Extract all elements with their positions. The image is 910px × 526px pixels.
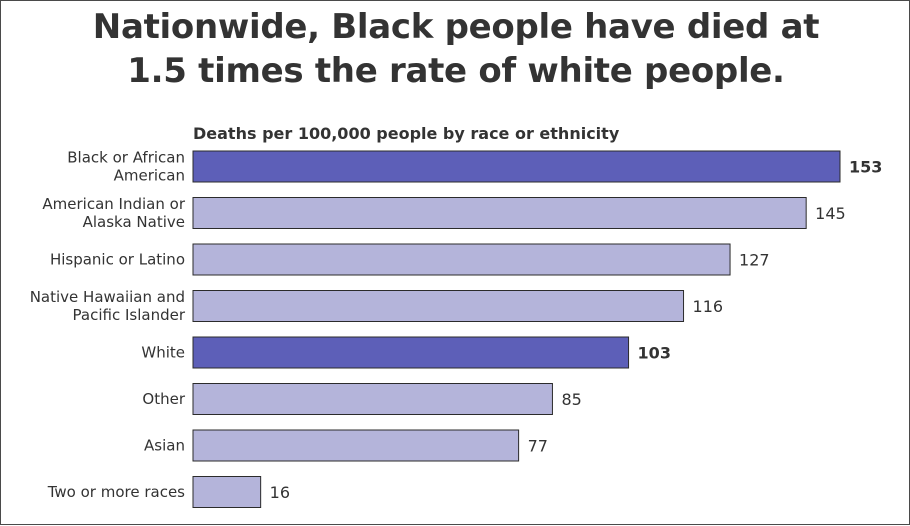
category-label-line: White bbox=[141, 344, 185, 362]
bar-value-label: 127 bbox=[739, 251, 770, 270]
category-label-line: Black or African bbox=[67, 149, 185, 167]
category-label-line: Native Hawaiian and bbox=[30, 288, 185, 306]
category-label-line: Two or more races bbox=[47, 483, 185, 501]
bar-value-label: 116 bbox=[693, 297, 724, 316]
category-label: Two or more races bbox=[47, 483, 185, 501]
category-label-line: Other bbox=[142, 390, 185, 408]
category-label: Other bbox=[142, 390, 185, 408]
chart-title-line-2: 1.5 times the rate of white people. bbox=[127, 51, 785, 91]
chart-subtitle: Deaths per 100,000 people by race or eth… bbox=[193, 124, 620, 143]
category-label-line: Hispanic or Latino bbox=[50, 251, 185, 269]
bar-value-label: 85 bbox=[561, 390, 581, 409]
bar-value-label: 145 bbox=[815, 204, 846, 223]
category-label-line: Asian bbox=[144, 437, 185, 455]
bar bbox=[192, 383, 553, 415]
bar bbox=[192, 150, 841, 183]
bar bbox=[192, 197, 807, 229]
bar-value-label: 153 bbox=[849, 158, 882, 177]
chart-title-line-1: Nationwide, Black people have died at bbox=[92, 7, 820, 47]
category-label: Native Hawaiian and Pacific Islander bbox=[30, 288, 186, 324]
bar bbox=[192, 429, 520, 462]
bar bbox=[192, 290, 685, 322]
chart-title: Nationwide, Black people have died at 1.… bbox=[1, 5, 910, 93]
category-label-line: American Indian or bbox=[42, 195, 185, 213]
category-label-line: Alaska Native bbox=[83, 213, 185, 231]
bar-value-label: 103 bbox=[638, 344, 671, 363]
category-label: White bbox=[141, 344, 185, 362]
category-label: Black or African American bbox=[67, 149, 185, 185]
bars-group: 153 Black or African American 145 American I… bbox=[30, 149, 882, 508]
category-label: American Indian or Alaska Native bbox=[42, 195, 185, 231]
bar bbox=[192, 243, 731, 276]
bar-value-label: 16 bbox=[270, 483, 290, 502]
bar bbox=[192, 336, 630, 369]
bar-value-label: 77 bbox=[528, 437, 548, 456]
category-label: Hispanic or Latino bbox=[50, 251, 185, 269]
category-label-line: American bbox=[114, 167, 185, 185]
category-label-line: Pacific Islander bbox=[73, 306, 186, 324]
bar bbox=[192, 476, 262, 508]
category-label: Asian bbox=[144, 437, 185, 455]
